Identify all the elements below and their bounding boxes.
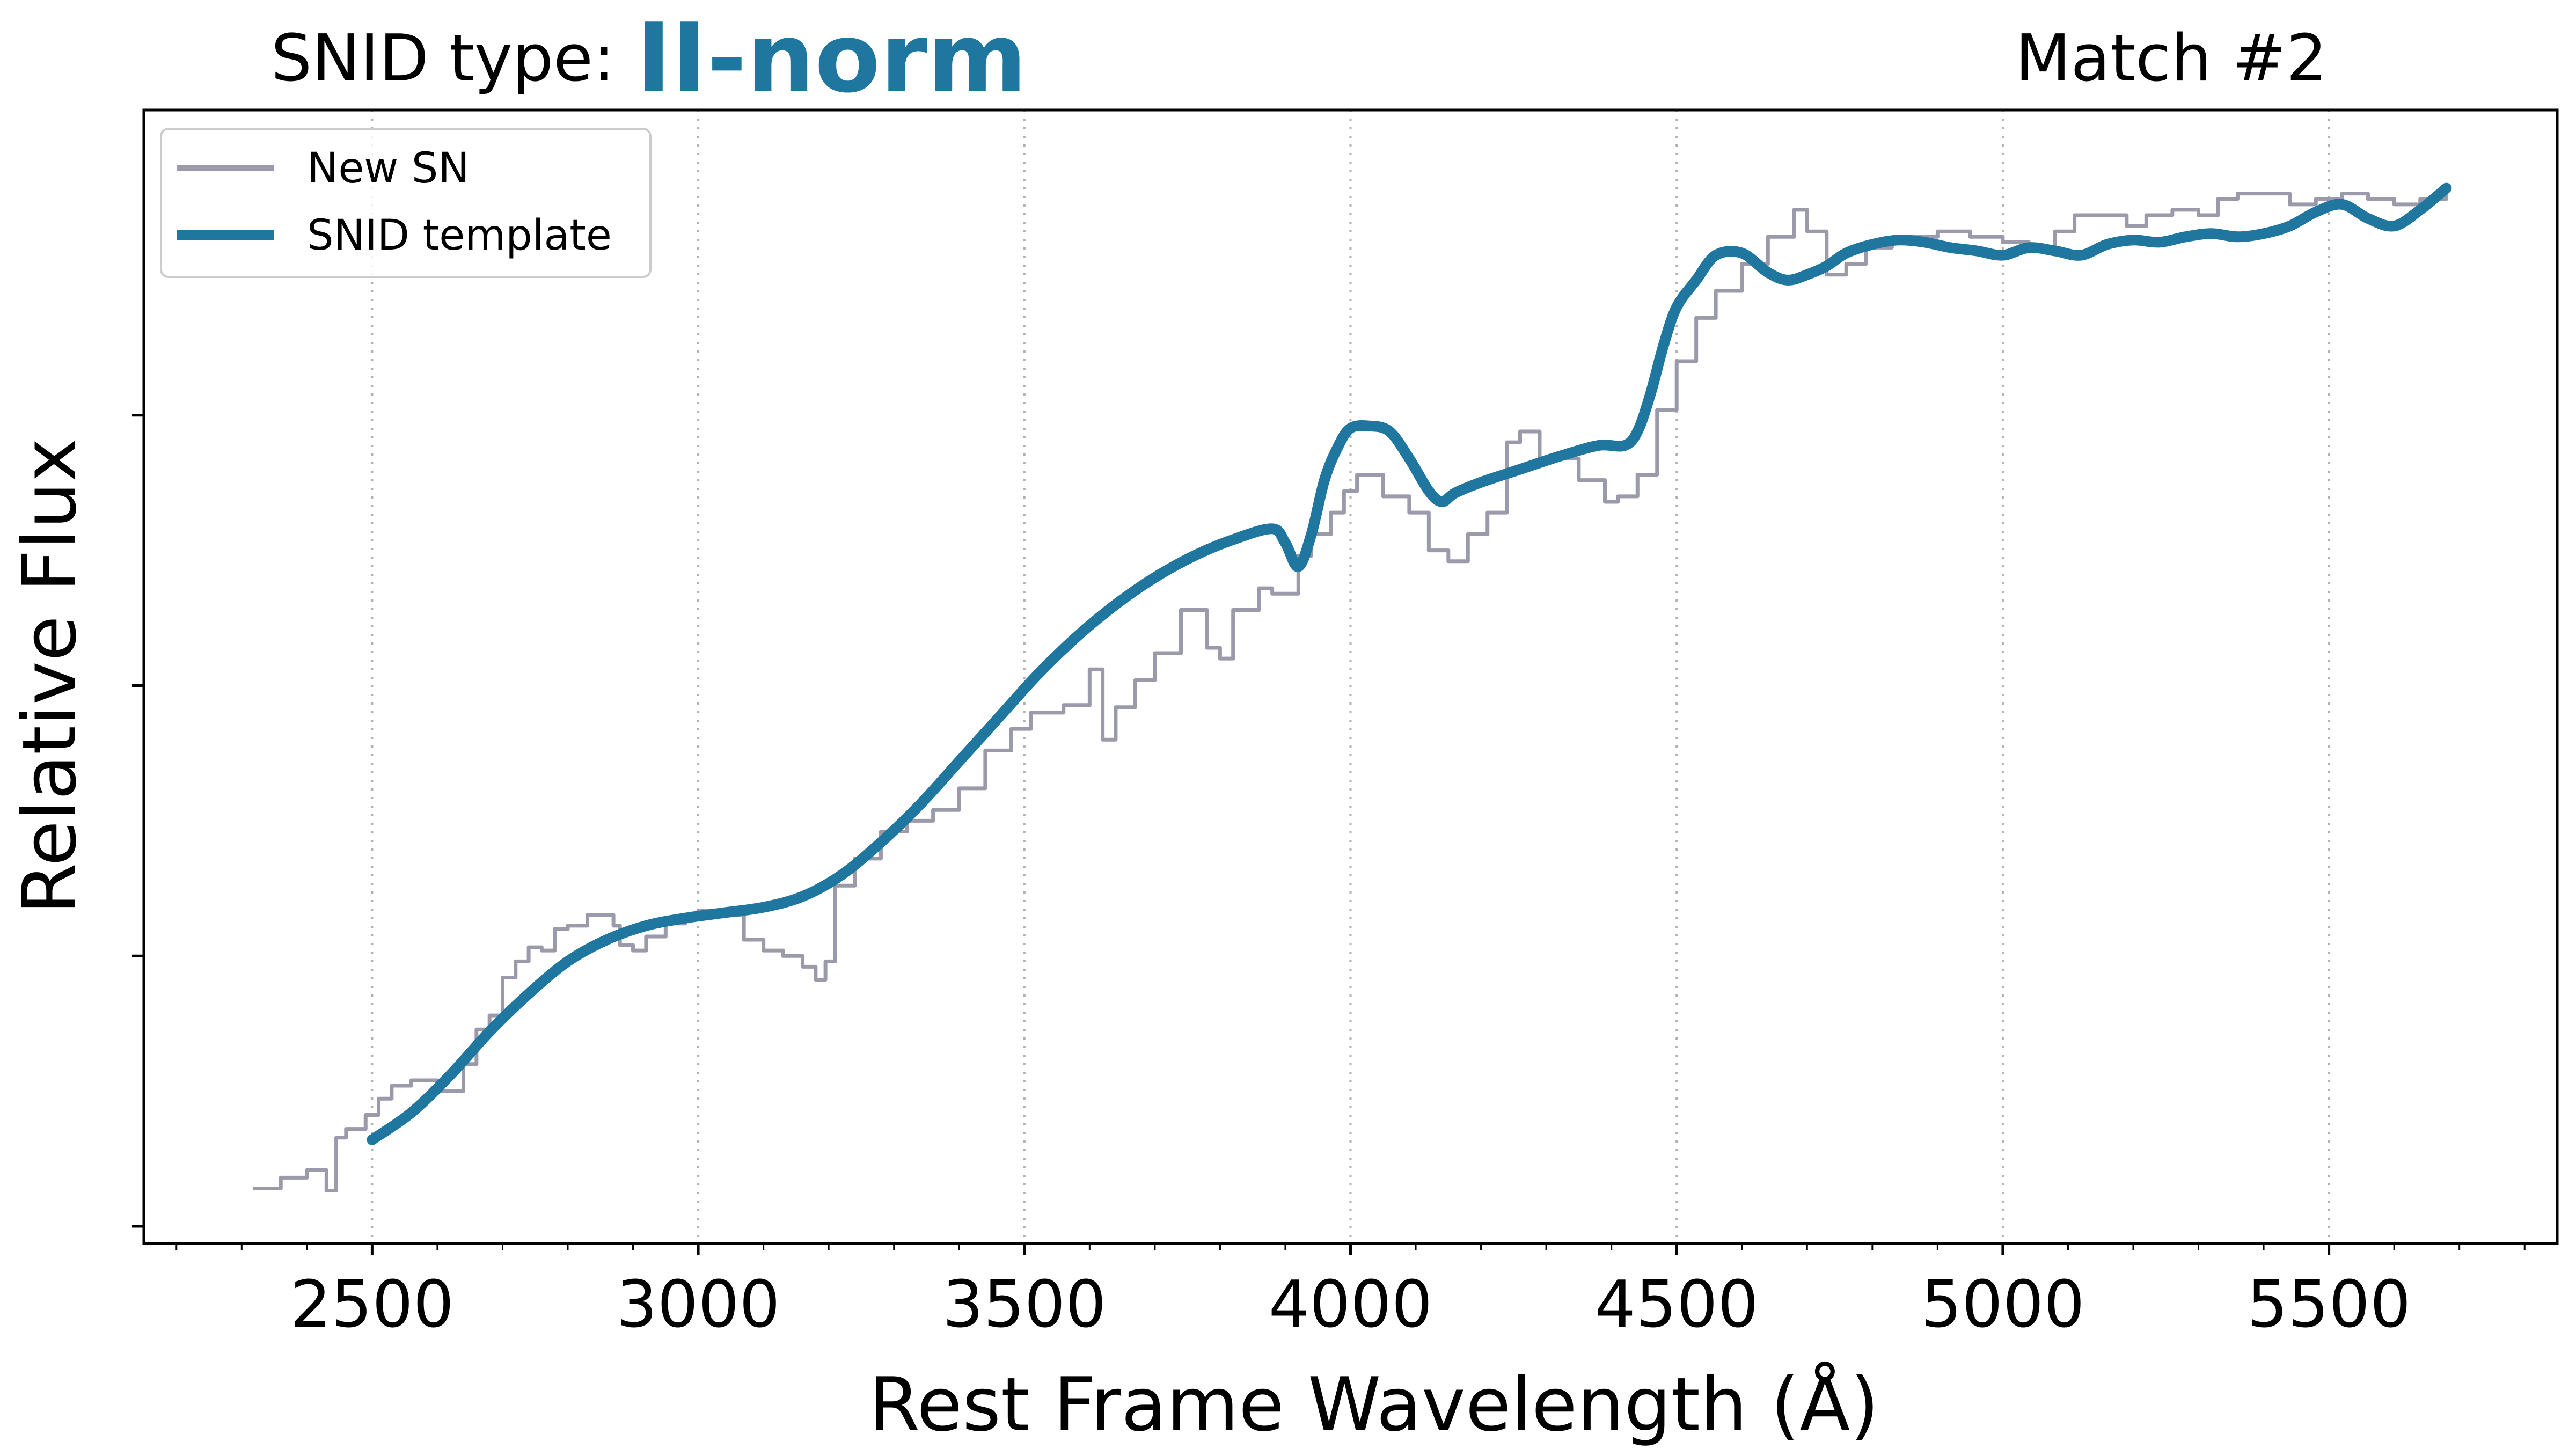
series-layer [253,182,2452,1192]
x-tick-label: 3500 [942,1268,1106,1342]
x-axis-ticks: 2500 3000 3500 4000 4500 5000 5500 [175,1243,2526,1342]
y-axis-label: Relative Flux [6,438,93,914]
x-tick-label: 3000 [616,1268,780,1342]
x-tick-label: 5000 [1921,1268,2084,1342]
match-label: Match #2 [2015,21,2327,96]
grid-lines [371,110,2330,1243]
legend-box [160,128,652,278]
new-sn-spectrum-line [253,192,2448,1192]
x-tick-label: 4500 [1595,1268,1759,1342]
legend-label-new-sn: New SN [307,144,470,193]
title-type-name: II-norm [636,3,1027,114]
legend: New SN SNID template [160,128,652,278]
y-axis-ticks [132,414,144,1228]
title-prefix: SNID type: [271,21,614,96]
x-tick-label: 4000 [1269,1268,1432,1342]
x-tick-label: 2500 [290,1268,454,1342]
x-axis-label: Rest Frame Wavelength (Å) [869,1362,1879,1448]
snid-template-line [367,182,2452,1145]
x-tick-label: 5500 [2247,1268,2411,1342]
legend-label-snid-template: SNID template [307,211,612,260]
